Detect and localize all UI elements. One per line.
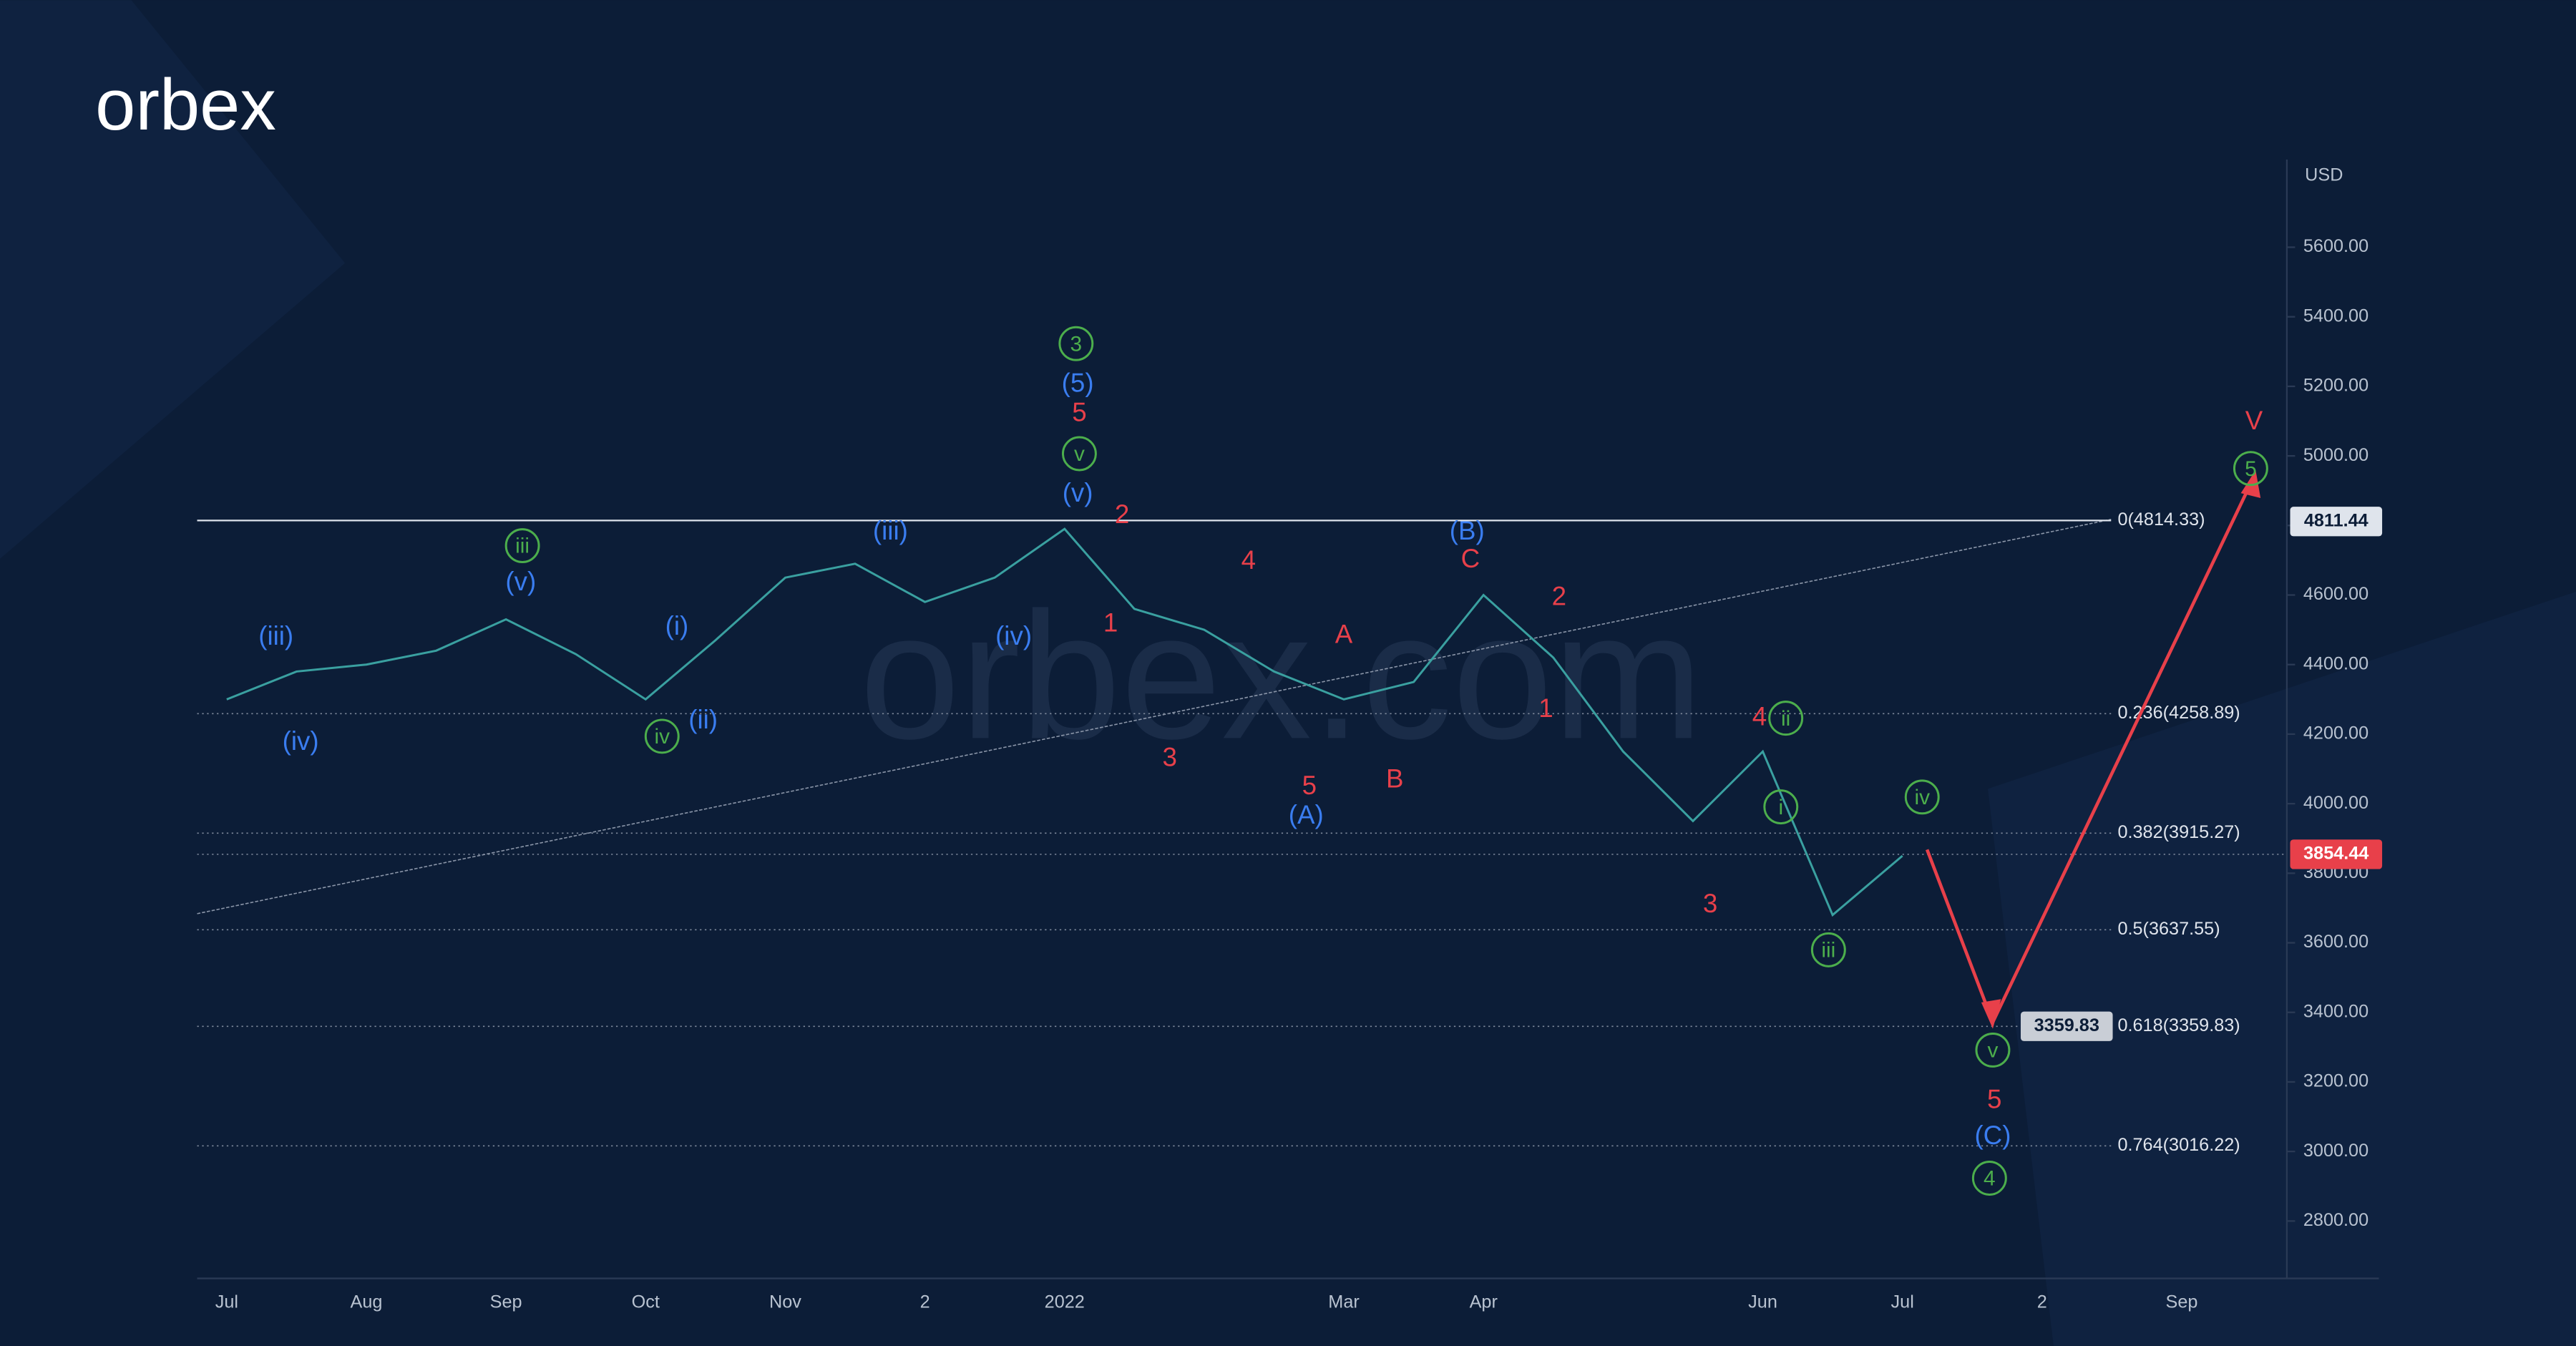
fib-label: 0.382(3915.27): [2117, 822, 2240, 842]
wave-label: i: [1778, 796, 1783, 819]
wave-label: 3: [1703, 889, 1717, 918]
wave-circle: [1971, 1161, 2007, 1196]
fib-label: 0(4814.33): [2117, 509, 2205, 530]
wave-label: ii: [1781, 707, 1790, 731]
arrow-head: [1981, 999, 2001, 1029]
wave-label: 5: [1302, 771, 1317, 800]
x-tick-label: Sep: [2166, 1292, 2198, 1312]
x-tick-label: Jun: [1748, 1292, 1777, 1312]
y-tick-label: 3600.00: [2303, 932, 2368, 952]
price-tag-label: 3359.83: [2034, 1015, 2099, 1035]
wave-label: (v): [1063, 478, 1093, 507]
y-tick-label: 2800.00: [2303, 1210, 2368, 1230]
plot: 2800.003000.003200.003400.003600.003800.…: [197, 236, 2383, 1312]
wave-circle: [2233, 451, 2268, 487]
wave-circle: [644, 718, 680, 754]
wave-label: (iii): [873, 516, 908, 545]
x-tick-label: 2: [920, 1292, 930, 1312]
y-tick-label: 4000.00: [2303, 793, 2368, 813]
wave-label: iii: [1821, 939, 1835, 962]
wave-label: iii: [515, 535, 530, 558]
y-tick-label: 3200.00: [2303, 1071, 2368, 1091]
x-tick-label: Oct: [632, 1292, 660, 1312]
wave-label: 4: [1752, 701, 1767, 731]
fib-label: 0.5(3637.55): [2117, 919, 2220, 939]
y-tick-label: 5400.00: [2303, 306, 2368, 326]
x-tick-label: Jul: [1891, 1292, 1914, 1312]
wave-circle: [1810, 932, 1846, 967]
price-tag-label: 3854.44: [2303, 844, 2368, 864]
logo: orbex: [95, 65, 276, 145]
wave-label: 5: [1072, 398, 1086, 427]
wave-label: (A): [1289, 800, 1324, 829]
wave-label: (i): [665, 611, 689, 640]
y-tick-label: 4600.00: [2303, 584, 2368, 604]
x-tick-label: Apr: [1470, 1292, 1498, 1312]
decor: [0, 0, 346, 559]
wave-label: 4: [1241, 545, 1256, 575]
wave-label: (ii): [688, 705, 718, 734]
y-tick-label: 5600.00: [2303, 236, 2368, 256]
trend-line: [197, 519, 2112, 915]
decor: [1988, 591, 2576, 1346]
wave-label: (v): [505, 567, 536, 596]
price-line: [226, 527, 1903, 917]
x-tick-label: Sep: [490, 1292, 522, 1312]
wave-label: V: [2245, 406, 2263, 435]
wave-label: iv: [1914, 786, 1930, 809]
wave-label: v: [1987, 1039, 1998, 1063]
wave-label: 1: [1538, 693, 1553, 723]
wave-label: (B): [1450, 516, 1485, 545]
fib-label: 0.618(3359.83): [2117, 1015, 2240, 1035]
wave-circle: [1768, 701, 1804, 736]
y-tick-label: 4200.00: [2303, 723, 2368, 743]
wave-label: 2: [1115, 499, 1129, 529]
wave-circle: [1975, 1032, 2011, 1068]
x-tick-label: 2022: [1045, 1292, 1085, 1312]
wave-label: (C): [1974, 1121, 2011, 1150]
wave-label: (iii): [258, 621, 293, 650]
wave-label: 5: [2245, 457, 2257, 481]
wave-label: 3: [1162, 743, 1176, 772]
y-tick-label: 5200.00: [2303, 376, 2368, 396]
wave-label: iv: [654, 725, 670, 748]
currency: USD: [2305, 165, 2343, 185]
price-tag: [2020, 1011, 2113, 1041]
wave-label: v: [1074, 442, 1085, 466]
price-tag-label: 4811.44: [2304, 510, 2368, 530]
wave-circle: [1904, 779, 1940, 815]
wave-circle: [1763, 789, 1799, 825]
wave-circle: [1058, 326, 1094, 361]
price-tag: [2290, 839, 2383, 869]
wave-label: (iv): [995, 621, 1032, 650]
wave-circle: [504, 528, 540, 564]
wave-circle: [1061, 436, 1097, 472]
y-tick-label: 3400.00: [2303, 1001, 2368, 1021]
x-tick-label: Mar: [1328, 1292, 1359, 1312]
wave-label: A: [1335, 620, 1353, 649]
x-tick-label: Nov: [769, 1292, 801, 1312]
wave-label: B: [1386, 764, 1404, 794]
x-tick-label: Jul: [215, 1292, 238, 1312]
fib-label: 0.764(3016.22): [2117, 1135, 2240, 1155]
y-tick-label: 5000.00: [2303, 445, 2368, 465]
x-tick-label: 2: [2037, 1292, 2047, 1312]
wave-label: 2: [1552, 582, 1566, 611]
wave-label: (5): [1062, 368, 1094, 397]
wave-label: 5: [1987, 1084, 2001, 1113]
y-tick-label: 3000.00: [2303, 1141, 2368, 1161]
wave-label: 3: [1070, 332, 1083, 356]
y-tick-label: 4400.00: [2303, 653, 2368, 673]
wave-label: 4: [1984, 1167, 1996, 1191]
wave-label: 1: [1103, 608, 1118, 637]
x-tick-label: Aug: [351, 1292, 383, 1312]
wave-label: (iv): [283, 726, 319, 756]
wave-label: C: [1461, 544, 1480, 573]
price-tag: [2290, 507, 2383, 537]
